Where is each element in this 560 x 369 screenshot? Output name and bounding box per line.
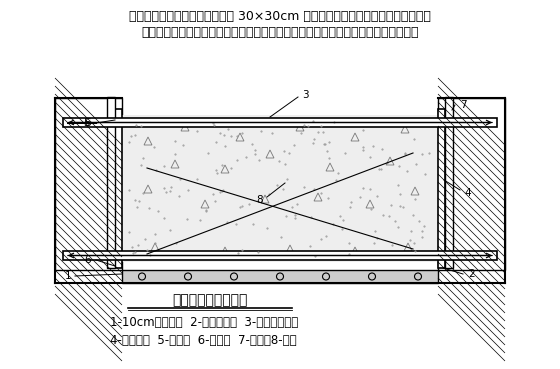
Text: 3: 3 [302, 90, 309, 100]
Bar [438, 109, 445, 268]
Text: 承台施工模板安装图: 承台施工模板安装图 [172, 293, 248, 307]
Bar [438, 98, 505, 270]
Bar [107, 97, 115, 268]
Bar [63, 251, 497, 260]
Bar [122, 115, 438, 262]
Bar [122, 270, 438, 283]
Text: 4-钢模板；  5-撑杠；  6-木楔；  7-槽钢；8-拉杆: 4-钢模板； 5-撑杠； 6-木楔； 7-槽钢；8-拉杆 [110, 334, 297, 347]
Text: 6: 6 [85, 255, 91, 265]
Text: 4: 4 [465, 188, 472, 198]
Text: 1-10cm厚垫层；  2-预埋铁脚；  3-承台混凝土；: 1-10cm厚垫层； 2-预埋铁脚； 3-承台混凝土； [110, 316, 298, 329]
Text: 的支撑进行加固，立背杠底部及顶部采用对拉螺杆固定。承台模板安装如下图所示：: 的支撑进行加固，立背杠底部及顶部采用对拉螺杆固定。承台模板安装如下图所示： [141, 26, 419, 39]
Text: 8: 8 [256, 195, 263, 205]
Text: 6: 6 [85, 118, 91, 128]
Text: 7: 7 [460, 100, 466, 110]
Text: 1: 1 [65, 271, 71, 281]
Text: 承台模板采用定型钢模板，采用 30×30cm 的横、竖向槽钢或钢管及设于基坑边坡: 承台模板采用定型钢模板，采用 30×30cm 的横、竖向槽钢或钢管及设于基坑边坡 [129, 10, 431, 23]
Bar [63, 118, 497, 127]
Bar [55, 98, 122, 270]
Text: 5: 5 [83, 117, 90, 128]
Bar [115, 109, 122, 268]
Bar [445, 97, 453, 268]
Text: 2: 2 [469, 269, 475, 279]
